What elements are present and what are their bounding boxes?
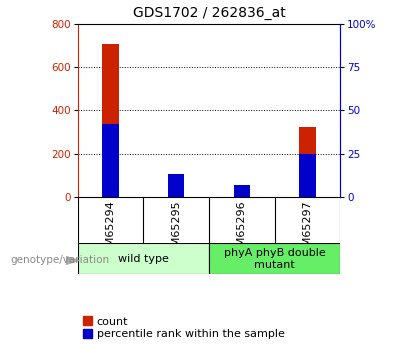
- Bar: [209, 243, 340, 274]
- Text: phyA phyB double
mutant: phyA phyB double mutant: [224, 248, 326, 269]
- Text: genotype/variation: genotype/variation: [10, 256, 110, 265]
- Bar: [168, 174, 184, 197]
- Bar: [299, 154, 315, 197]
- Text: GSM65296: GSM65296: [237, 200, 247, 261]
- Text: GSM65294: GSM65294: [105, 200, 116, 261]
- Bar: [168, 175, 184, 197]
- Bar: [78, 243, 209, 274]
- Text: GSM65297: GSM65297: [302, 200, 312, 261]
- Bar: [234, 185, 250, 197]
- Title: GDS1702 / 262836_at: GDS1702 / 262836_at: [133, 6, 285, 20]
- Text: wild type: wild type: [118, 254, 169, 264]
- Polygon shape: [66, 256, 81, 265]
- Legend: count, percentile rank within the sample: count, percentile rank within the sample: [83, 316, 284, 339]
- Bar: [299, 127, 315, 197]
- Bar: [102, 124, 119, 197]
- Text: GSM65295: GSM65295: [171, 200, 181, 261]
- Bar: [234, 190, 250, 197]
- Bar: [102, 43, 119, 197]
